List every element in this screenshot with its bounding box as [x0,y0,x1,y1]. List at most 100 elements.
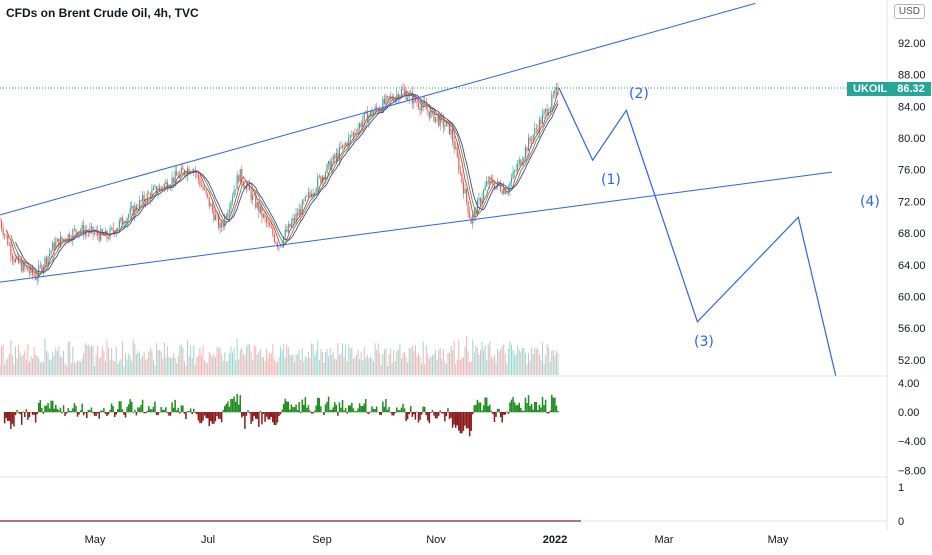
histogram-bar [328,397,330,413]
volume-bar [413,350,414,375]
volume-bar [235,361,236,375]
candle-body [531,140,532,141]
histogram-bar [106,412,108,416]
histogram-bar [165,407,167,412]
histogram-bar [432,410,434,412]
histogram-bar [302,400,304,413]
histogram-bar [272,412,274,422]
volume-bar [116,347,117,375]
histogram-bar [275,412,277,425]
histogram-bar [463,412,465,431]
candle-body [468,201,469,212]
volume-bar [193,345,194,375]
histogram-bar [116,412,118,415]
histogram-bar [159,412,161,413]
candle-body [502,191,503,194]
volume-bar [265,361,266,375]
histogram-bar [114,412,116,417]
candle-body [359,123,360,128]
volume-bar [189,356,190,375]
histogram-bar [497,409,499,413]
histogram-bar [396,407,398,412]
volume-bar [502,346,503,375]
volume-bar [69,342,70,375]
histogram-bar [162,410,164,413]
volume-bar [46,351,47,375]
volume-bar [384,350,385,375]
volume-bar [176,363,177,375]
candle-body [288,224,289,232]
volume-bar [173,353,174,375]
volume-bar [97,346,98,375]
candle-body [429,111,430,117]
volume-bar [63,351,64,375]
histogram-bar [227,401,229,412]
volume-bar [440,348,441,375]
candle-body [402,89,403,90]
histogram-bar [171,402,173,412]
volume-bar [469,362,470,375]
volume-bar [223,361,224,375]
candle-body [119,221,120,228]
candle-body [530,138,531,141]
volume-bar [373,361,374,375]
candle-body [435,117,436,121]
candle-body [489,177,490,183]
histogram-bar [21,412,23,425]
histogram-bar [529,406,531,412]
histogram-bar [526,403,528,412]
candle-body [38,265,39,276]
histogram-bar [506,411,508,412]
candle-body [457,148,458,157]
histogram-bar [390,412,392,413]
candle-body [488,181,489,183]
histogram-bar [292,407,294,412]
volume-bar [553,350,554,375]
histogram-bar [202,412,204,421]
volume-bar [341,353,342,375]
volume-bar [525,353,526,375]
histogram-bar [536,402,538,412]
volume-bar [508,349,509,375]
x-tick-label: Nov [426,534,446,546]
volume-bar [460,360,461,375]
histogram-bar [550,411,552,413]
candle-body [294,218,295,221]
volume-bar [319,360,320,375]
volume-bar [345,344,346,375]
currency-selector[interactable]: USD [894,4,925,19]
candle-body [113,228,114,232]
volume-bar [320,349,321,375]
volume-bar [238,359,239,375]
histogram-bar [128,404,129,412]
volume-bar [150,348,151,375]
histogram-bar [286,402,288,413]
histogram-bar [370,411,372,412]
histogram-bar [410,406,412,412]
histogram-bar [30,412,32,413]
histogram-bar [244,412,246,429]
volume-bar [449,353,450,375]
volume-bar [404,352,405,375]
volume-bar [248,344,249,375]
histogram-bar [278,412,280,416]
volume-bar [423,342,424,375]
volume-bar [558,353,559,375]
volume-bar [310,358,311,375]
histogram-bar [381,412,383,415]
histogram-bar [52,401,54,413]
histogram-bar [229,407,231,413]
histogram-bar [153,407,155,413]
histogram-bar [498,409,500,412]
volume-bar [339,355,340,375]
candle-body [342,145,343,148]
histogram-bar [89,410,91,412]
candle-body [480,198,481,203]
volume-bar [551,351,552,375]
histogram-bar [430,412,432,413]
volume-bar [27,344,28,375]
candle-body [15,259,16,262]
volume-bar [477,348,478,375]
